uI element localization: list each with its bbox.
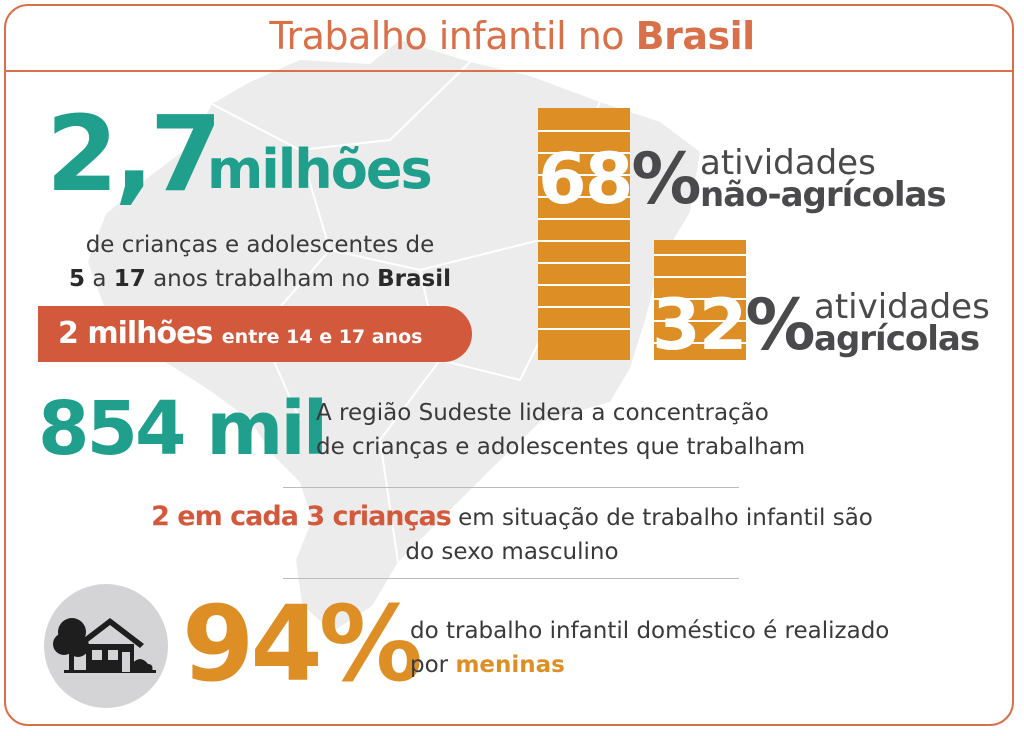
label-agricultural-line2: agrícolas: [814, 319, 980, 359]
bar-stripe: [654, 276, 746, 278]
domestic-line2-highlight: meninas: [455, 652, 565, 678]
age-banner: [38, 306, 472, 362]
bar-stripe: [538, 196, 630, 198]
sudeste-line1: A região Sudeste lidera a concentração: [316, 400, 769, 426]
bar-stripe: [654, 254, 746, 256]
page-title: Trabalho infantil no Brasil: [0, 14, 1024, 58]
bar-stripe: [654, 320, 746, 322]
separator-2: [283, 578, 739, 579]
percent-non-agricultural: 68%: [538, 144, 702, 214]
percent-32-value: 32: [652, 284, 747, 366]
bar-stripe: [538, 328, 630, 330]
bar-stripe: [538, 284, 630, 286]
title-prefix: Trabalho infantil no: [269, 14, 625, 58]
headline-number: 2,7: [46, 93, 222, 215]
domestic-line2: por meninas: [410, 648, 889, 682]
percent-32-symbol: %: [745, 284, 815, 366]
percent-agricultural: 32%: [652, 290, 816, 360]
label-agricultural-line1: atividades: [814, 287, 990, 327]
percent-68-symbol: %: [631, 138, 701, 220]
bar-stripe: [538, 130, 630, 132]
gender-statement: 2 em cada 3 crianças em situação de trab…: [0, 500, 1024, 569]
banner-detail: entre 14 e 17 anos: [221, 326, 423, 348]
bar-stripe: [538, 152, 630, 154]
domestic-number: 94%: [182, 583, 423, 705]
age-to: 17: [113, 266, 146, 292]
separator-1: [283, 487, 739, 488]
bar-stripe: [538, 174, 630, 176]
domestic-line2-prefix: por: [410, 652, 449, 678]
sudeste-description: A região Sudeste lidera a concentração d…: [316, 396, 805, 464]
bar-non-agricultural: [538, 108, 630, 360]
bar-stripe: [538, 306, 630, 308]
headline-description: de crianças e adolescentes de 5 a 17 ano…: [50, 228, 470, 296]
domestic-line1: do trabalho infantil doméstico é realiza…: [410, 618, 890, 644]
sudeste-line2: de crianças e adolescentes que trabalham: [316, 434, 806, 460]
headline-desc-line2: 5 a 17 anos trabalham no Brasil: [50, 262, 470, 296]
age-banner-text: 2 milhões entre 14 e 17 anos: [58, 312, 422, 359]
domestic-description: do trabalho infantil doméstico é realiza…: [410, 614, 889, 682]
label-non-agricultural-line2: não-agrícolas: [700, 175, 947, 215]
bar-stripe: [654, 342, 746, 344]
bar-stripe: [538, 218, 630, 220]
banner-number: 2 milhões: [58, 316, 213, 351]
label-non-agricultural-line1: atividades: [700, 143, 876, 183]
desc-mid: anos trabalham no: [153, 266, 370, 292]
gender-line1: 2 em cada 3 crianças em situação de trab…: [0, 500, 1024, 535]
gender-line1-rest: em situação de trabalho infantil são: [458, 505, 873, 531]
bar-stripe: [538, 240, 630, 242]
sudeste-number: 854 mil: [38, 386, 328, 472]
percent-68-value: 68: [538, 138, 633, 220]
age-connector: a: [92, 266, 107, 292]
bar-agricultural: [654, 240, 746, 360]
gender-highlight: 2 em cada 3 crianças: [151, 501, 452, 532]
title-divider: [6, 70, 1012, 72]
desc-country: Brasil: [377, 266, 451, 292]
bar-stripe: [538, 262, 630, 264]
headline-desc-line1: de crianças e adolescentes de: [85, 232, 435, 258]
age-from: 5: [69, 266, 86, 292]
gender-line2: do sexo masculino: [405, 539, 619, 565]
house-icon: [53, 618, 156, 673]
bar-stripe: [654, 298, 746, 300]
title-highlight: Brasil: [635, 14, 756, 58]
headline-unit: milhões: [207, 138, 433, 201]
infographic-frame: [4, 4, 1014, 726]
